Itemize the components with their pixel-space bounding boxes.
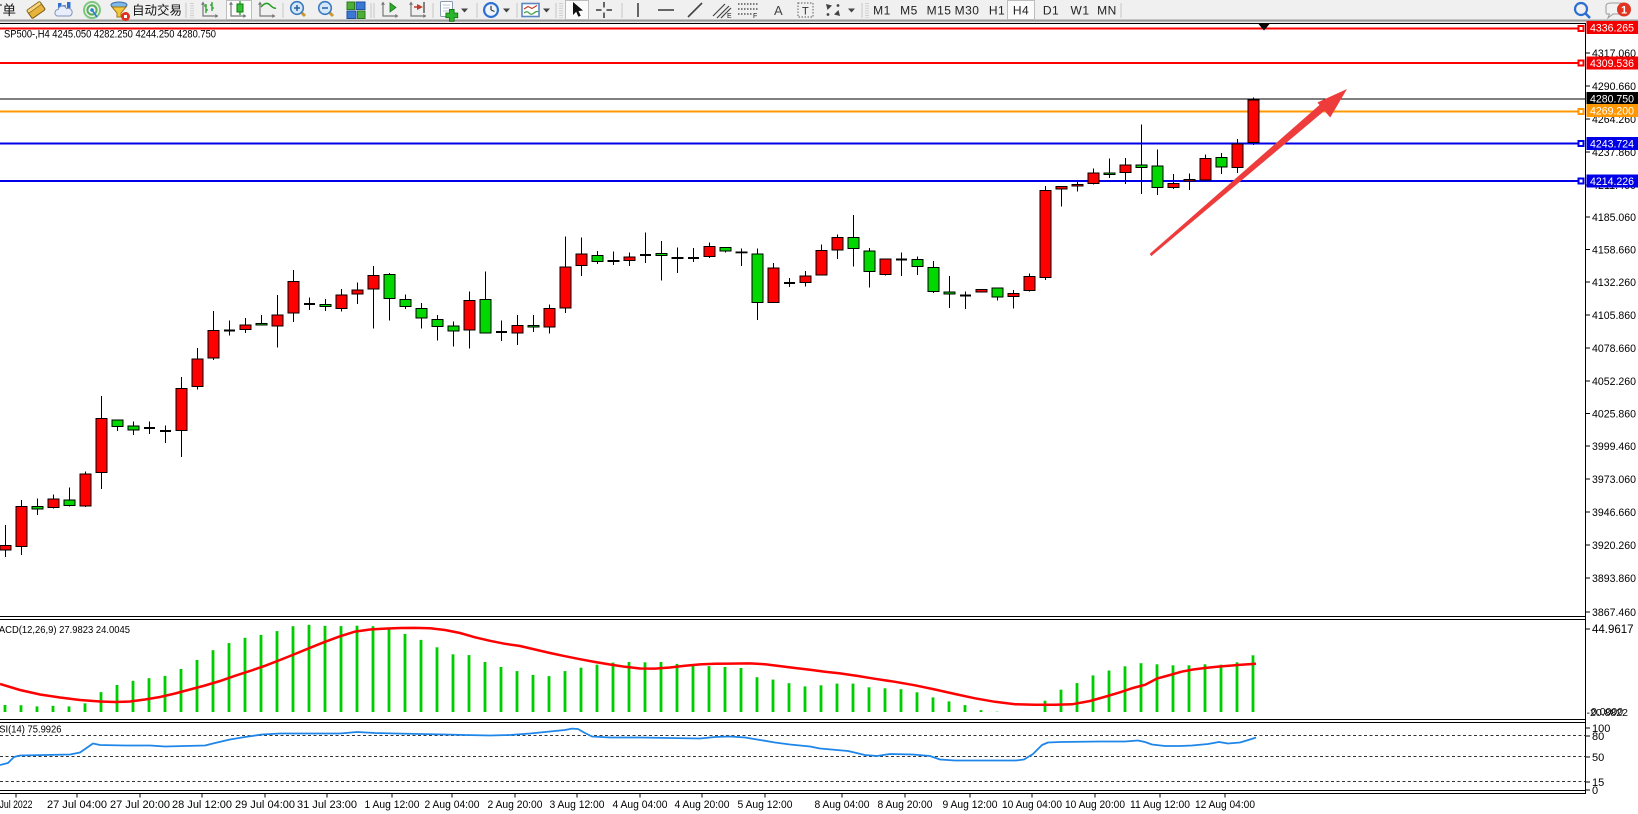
svg-text:1 Aug 12:00: 1 Aug 12:00 <box>365 799 420 811</box>
svg-text:2 Aug 04:00: 2 Aug 04:00 <box>425 799 480 811</box>
svg-text:4 Aug 04:00: 4 Aug 04:00 <box>613 799 668 811</box>
svg-text:3920.260: 3920.260 <box>1592 540 1636 552</box>
svg-text:MN: MN <box>1097 4 1117 18</box>
svg-text:Jul 2022: Jul 2022 <box>0 799 33 811</box>
svg-text:T: T <box>802 6 809 18</box>
svg-text:10 Aug 20:00: 10 Aug 20:00 <box>1065 799 1125 811</box>
svg-text:4025.860: 4025.860 <box>1592 409 1636 421</box>
svg-text:3893.860: 3893.860 <box>1592 573 1636 585</box>
svg-text:M30: M30 <box>955 4 980 18</box>
svg-text:4214.226: 4214.226 <box>1590 176 1634 188</box>
svg-text:50: 50 <box>1592 752 1604 764</box>
svg-text:E: E <box>727 13 732 20</box>
svg-text:31 Jul 23:00: 31 Jul 23:00 <box>297 799 357 811</box>
svg-text:4052.260: 4052.260 <box>1592 376 1636 388</box>
svg-text:-20.8822: -20.8822 <box>1587 707 1629 719</box>
svg-text:3 Aug 12:00: 3 Aug 12:00 <box>550 799 605 811</box>
svg-text:D1: D1 <box>1043 4 1059 18</box>
svg-text:W1: W1 <box>1071 4 1090 18</box>
svg-text:4243.724: 4243.724 <box>1590 139 1634 151</box>
svg-text:4158.660: 4158.660 <box>1592 245 1636 257</box>
svg-text:9 Aug 12:00: 9 Aug 12:00 <box>943 799 998 811</box>
svg-text:4105.860: 4105.860 <box>1592 310 1636 322</box>
svg-text:11 Aug 12:00: 11 Aug 12:00 <box>1130 799 1190 811</box>
svg-text:0: 0 <box>1592 785 1598 797</box>
svg-text:8 Aug 20:00: 8 Aug 20:00 <box>878 799 933 811</box>
svg-text:3946.660: 3946.660 <box>1592 507 1636 519</box>
svg-text:4 Aug 20:00: 4 Aug 20:00 <box>675 799 730 811</box>
svg-text:4185.060: 4185.060 <box>1592 212 1636 224</box>
svg-text:15: 15 <box>1592 777 1604 789</box>
svg-text:27 Jul 20:00: 27 Jul 20:00 <box>110 799 170 811</box>
svg-text:29 Jul 04:00: 29 Jul 04:00 <box>235 799 295 811</box>
svg-text:1: 1 <box>1621 5 1627 17</box>
svg-text:4309.536: 4309.536 <box>1590 58 1634 70</box>
svg-text:100: 100 <box>1592 723 1610 735</box>
svg-text:28 Jul 12:00: 28 Jul 12:00 <box>172 799 232 811</box>
svg-text:M15: M15 <box>927 4 952 18</box>
svg-text:2 Aug 20:00: 2 Aug 20:00 <box>488 799 543 811</box>
svg-text:4336.265: 4336.265 <box>1590 23 1634 35</box>
svg-text:0.0000: 0.0000 <box>1591 706 1623 718</box>
svg-text:A: A <box>774 3 783 18</box>
svg-text:自动交易: 自动交易 <box>132 3 182 18</box>
svg-text:RSI(14) 75.9926: RSI(14) 75.9926 <box>0 725 62 736</box>
svg-text:4290.660: 4290.660 <box>1592 81 1636 93</box>
svg-text:10 Aug 04:00: 10 Aug 04:00 <box>1002 799 1062 811</box>
svg-text:3973.060: 3973.060 <box>1592 474 1636 486</box>
svg-text:4078.660: 4078.660 <box>1592 343 1636 355</box>
svg-text:5 Aug 12:00: 5 Aug 12:00 <box>738 799 793 811</box>
svg-text:H1: H1 <box>989 4 1005 18</box>
svg-text:4269.200: 4269.200 <box>1590 106 1634 118</box>
svg-text:MACD(12,26,9) 27.9823 24.0045: MACD(12,26,9) 27.9823 24.0045 <box>0 624 130 636</box>
svg-text:4132.260: 4132.260 <box>1592 277 1636 289</box>
svg-text:4280.750: 4280.750 <box>1590 94 1634 106</box>
svg-text:44.9617: 44.9617 <box>1592 624 1634 636</box>
svg-text:12 Aug 04:00: 12 Aug 04:00 <box>1195 799 1255 811</box>
svg-text:3867.460: 3867.460 <box>1592 607 1636 619</box>
svg-text:M1: M1 <box>873 4 891 18</box>
svg-text:SP500-,H4 4245.050 4282.250 4: SP500-,H4 4245.050 4282.250 4244.250 428… <box>4 29 216 41</box>
svg-text:M5: M5 <box>900 4 918 18</box>
svg-text:H4: H4 <box>1013 4 1029 18</box>
svg-text:8 Aug 04:00: 8 Aug 04:00 <box>815 799 870 811</box>
svg-text:F: F <box>753 13 757 20</box>
svg-text:订单: 订单 <box>0 3 16 18</box>
svg-text:27 Jul 04:00: 27 Jul 04:00 <box>47 799 107 811</box>
svg-text:3999.460: 3999.460 <box>1592 441 1636 453</box>
svg-text:80: 80 <box>1592 731 1604 743</box>
